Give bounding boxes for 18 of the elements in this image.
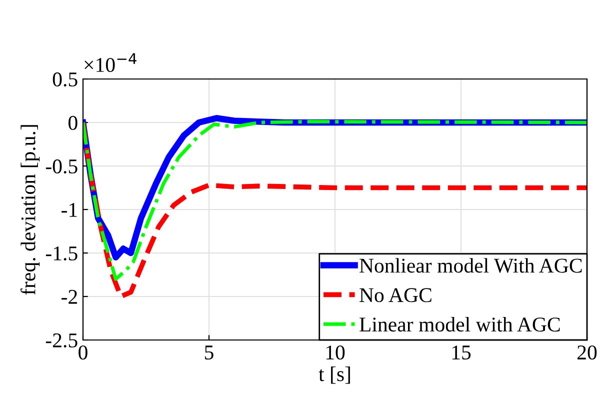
- x-tick-label: 5: [205, 346, 214, 360]
- y-tick-label: -1.5: [46, 246, 78, 261]
- x-tick-label: 20: [578, 345, 597, 360]
- x-tick-label: 0: [78, 345, 88, 360]
- y-tick-label: -2: [62, 290, 77, 304]
- x-tick-label: 10: [326, 345, 345, 360]
- text: ×10$^{−4}$: [84, 53, 136, 72]
- x-tick-label: 15: [452, 346, 471, 360]
- y-tick-label: -2.5: [46, 333, 78, 348]
- y-tick-label: 0.5: [52, 72, 78, 87]
- y-tick-label: 0: [68, 116, 78, 130]
- y-tick-label: -0.5: [46, 159, 78, 174]
- y-axis-title: freq. deviation [p.u.]: [20, 125, 40, 295]
- legend-label: Nonliear model With AGC: [360, 258, 582, 273]
- y-tick-label: -1: [62, 202, 77, 217]
- legend-label: Linear model with AGC: [360, 316, 560, 332]
- legend-label: No AGC: [360, 288, 432, 302]
- x-axis-title: t [s]: [318, 366, 350, 384]
